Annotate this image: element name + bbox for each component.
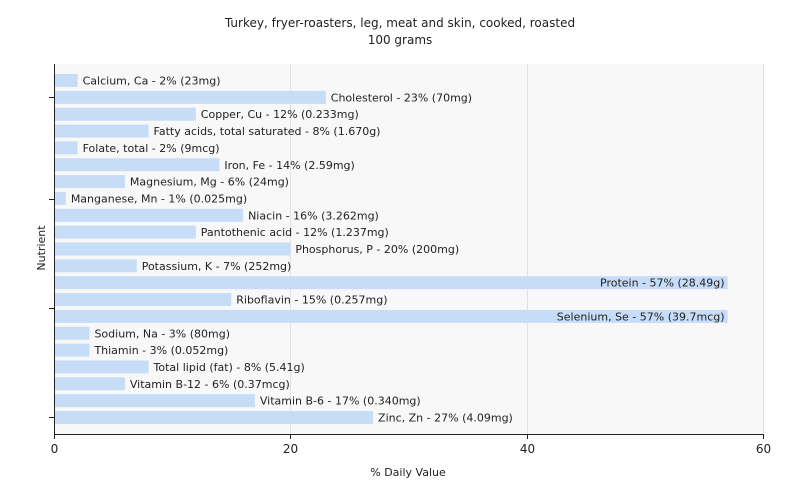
bar [54,394,255,408]
bar [54,158,220,172]
bar [54,276,728,290]
bar [54,90,326,104]
x-tick-label: 0 [51,442,59,456]
bar [54,343,90,357]
bar [54,411,374,424]
bar-label: Folate, total - 2% (9mcg) [83,142,220,155]
bar-label: Protein - 57% (28.49g) [600,277,725,290]
bar [54,107,196,121]
bar-label: Calcium, Ca - 2% (23mg) [83,75,221,88]
bar [54,242,291,256]
chart-title: Turkey, fryer-roasters, leg, meat and sk… [224,16,575,30]
bar-label: Vitamin B-6 - 17% (0.340mg) [260,395,421,408]
bar-label: Selenium, Se - 57% (39.7mcg) [557,310,725,323]
x-axis-title: % Daily Value [370,466,446,479]
bar-label: Niacin - 16% (3.262mg) [248,209,379,222]
chart-subtitle: 100 grams [368,33,433,47]
grid-lines [290,64,764,434]
bar [54,208,244,222]
bar [54,326,90,340]
bar [54,175,125,189]
bar-label: Thiamin - 3% (0.052mg) [93,344,228,357]
bar-label: Manganese, Mn - 1% (0.025mg) [71,192,247,205]
bar [54,259,137,273]
bar [54,293,232,307]
bar-label: Total lipid (fat) - 8% (5.41g) [153,361,305,374]
bar [54,309,728,323]
bars: Calcium, Ca - 2% (23mg) Cholesterol - 23%… [54,74,728,425]
bar [54,377,125,391]
bar [54,191,66,205]
y-axis-title: Nutrient [35,225,48,271]
axes: 0 20 40 60 [49,64,771,456]
bar [54,360,149,374]
bar [54,124,149,138]
bar-label: Phosphorus, P - 20% (200mg) [295,243,459,256]
bar-label: Vitamin B-12 - 6% (0.37mcg) [130,378,290,391]
bar-label: Pantothenic acid - 12% (1.237mg) [201,226,389,239]
bar-label: Potassium, K - 7% (252mg) [142,260,292,273]
x-tick-label: 40 [520,442,535,456]
bar-label: Fatty acids, total saturated - 8% (1.670… [154,125,381,138]
bar-label: Zinc, Zn - 27% (4.09mg) [378,412,513,425]
bar-label: Magnesium, Mg - 6% (24mg) [130,176,289,189]
x-tick-label: 60 [756,442,771,456]
bar [54,225,196,239]
bar [54,74,78,87]
bar-label: Cholesterol - 23% (70mg) [331,91,472,104]
bar-label: Riboflavin - 15% (0.257mg) [236,294,387,307]
bar-label: Copper, Cu - 12% (0.233mg) [201,108,359,121]
x-tick-label: 20 [283,442,298,456]
bar-label: Sodium, Na - 3% (80mg) [94,327,230,340]
bar [54,141,78,155]
bar-label: Iron, Fe - 14% (2.59mg) [224,159,354,172]
